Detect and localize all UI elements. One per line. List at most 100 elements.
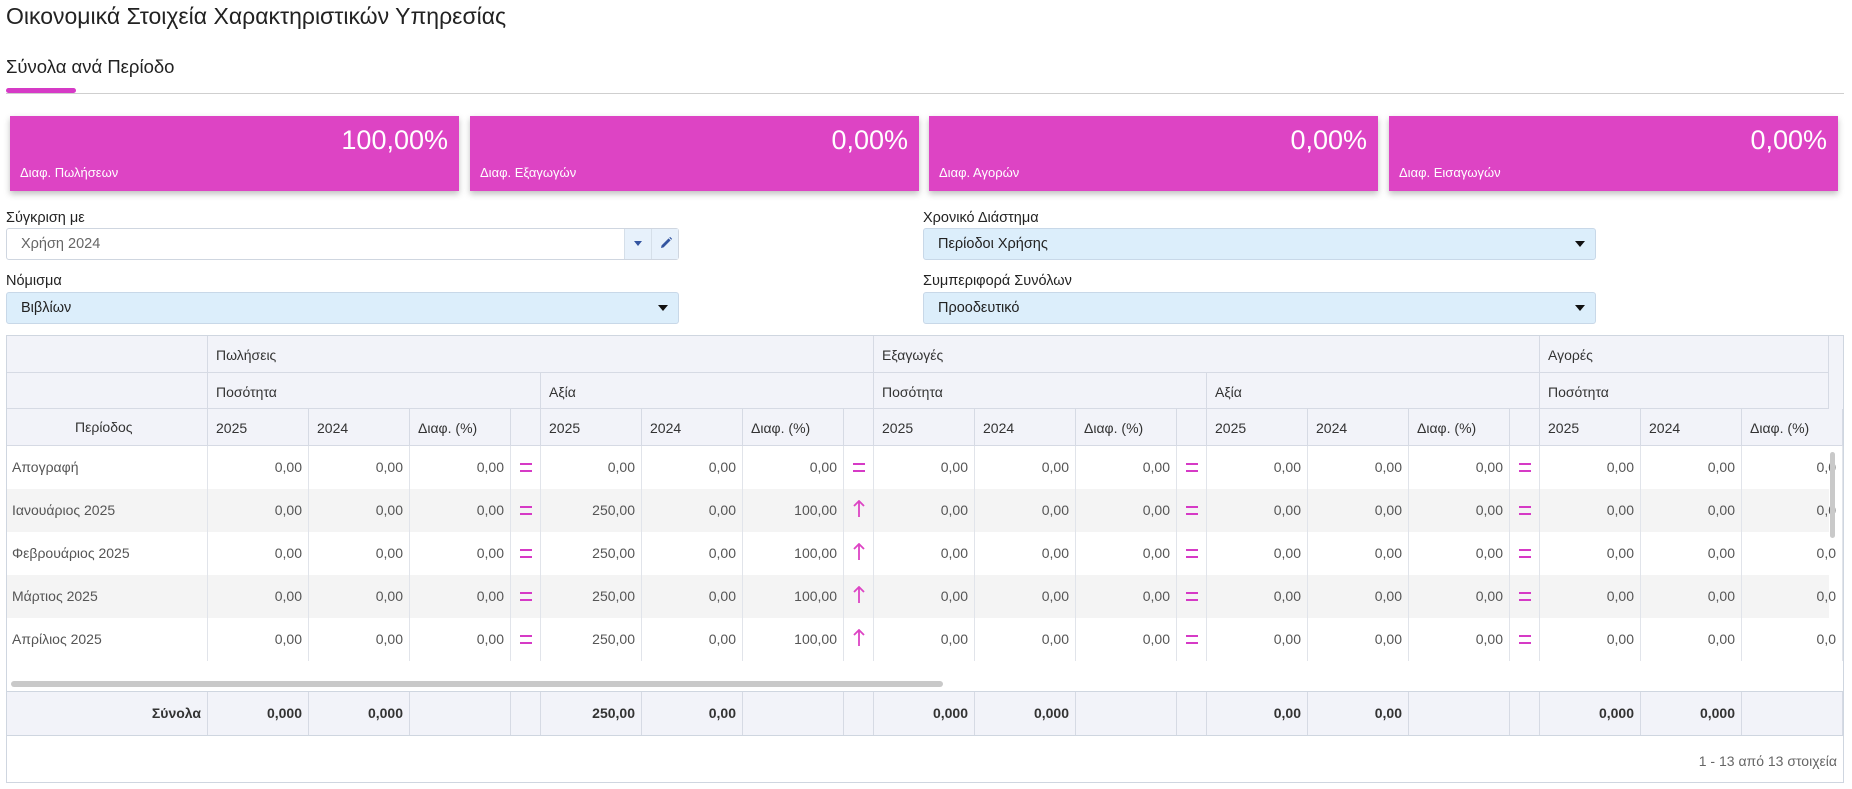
column-header-text: 2024 bbox=[650, 420, 682, 436]
value-text: 100,00 bbox=[794, 631, 837, 647]
vertical-scrollbar[interactable] bbox=[1830, 452, 1835, 538]
period-label: Χρονικό Διάστημα bbox=[923, 210, 1039, 226]
equal-icon bbox=[520, 506, 532, 515]
column-header: 2024 bbox=[1641, 409, 1742, 446]
value-cell: 0,00 bbox=[1076, 532, 1177, 575]
compare-edit-button[interactable] bbox=[651, 229, 678, 259]
equal-icon bbox=[1186, 549, 1198, 558]
value-cell: 0,00 bbox=[874, 575, 975, 618]
value-text: 0,00 bbox=[1273, 588, 1301, 604]
total-cell: 0,000 bbox=[1641, 692, 1742, 735]
total-text: 250,00 bbox=[592, 705, 635, 721]
column-header: 2024 bbox=[642, 409, 743, 446]
value-cell: 100,00 bbox=[743, 618, 844, 661]
value-cell: 0,00 bbox=[1409, 446, 1510, 489]
table-row[interactable]: Φεβρουάριος 2025 0,00 0,00 0,00 250,00 0,00 10… bbox=[7, 532, 1843, 575]
period-select[interactable]: Περίοδοι Χρήσης bbox=[923, 228, 1596, 260]
value-text: 0,00 bbox=[1606, 588, 1634, 604]
group-header-text: Πωλήσεις bbox=[216, 347, 277, 363]
value-text: 250,00 bbox=[592, 545, 635, 561]
value-cell: 0,00 bbox=[1076, 575, 1177, 618]
value-text: 0,00 bbox=[1374, 545, 1402, 561]
table-row[interactable]: Ιανουάριος 2025 0,00 0,00 0,00 250,00 0,00 100… bbox=[7, 489, 1843, 532]
totals-behavior-select[interactable]: Προοδευτικό bbox=[923, 292, 1596, 324]
value-cell: 0,00 bbox=[642, 532, 743, 575]
column-header-text: 2025 bbox=[882, 420, 914, 436]
total-text: 0,000 bbox=[1033, 705, 1069, 721]
equal-icon bbox=[520, 635, 532, 644]
indicator-cell bbox=[511, 489, 541, 532]
card-label: Διαφ. Αγορών bbox=[939, 165, 1020, 180]
value-cell: 0,00 bbox=[208, 618, 309, 661]
currency-select[interactable]: Βιβλίων bbox=[6, 292, 679, 324]
compare-combobox[interactable]: Χρήση 2024 bbox=[6, 228, 679, 260]
value-text: 0,00 bbox=[476, 459, 504, 475]
total-cell bbox=[1742, 692, 1843, 735]
data-grid: Περίοδος Πωλήσεις Εξαγωγές Αγορές Ποσότητα Αξ… bbox=[6, 335, 1844, 783]
indicator-cell bbox=[1510, 532, 1540, 575]
column-header-text: Διαφ. (%) bbox=[1084, 420, 1144, 436]
value-text: 250,00 bbox=[592, 502, 635, 518]
value-cell: 0,00 bbox=[874, 532, 975, 575]
value-text: 0,00 bbox=[708, 588, 736, 604]
value-cell: 0,00 bbox=[1540, 532, 1641, 575]
total-cell: 0,000 bbox=[309, 692, 410, 735]
indicator-cell bbox=[1177, 489, 1207, 532]
value-text: 250,00 bbox=[592, 631, 635, 647]
tab-totals-per-period[interactable]: Σύνολα ανά Περίοδο bbox=[6, 56, 175, 77]
indicator-header bbox=[844, 409, 874, 446]
equal-icon bbox=[520, 549, 532, 558]
value-cell: 0,00 bbox=[1540, 618, 1641, 661]
column-header: 2024 bbox=[975, 409, 1076, 446]
column-header-text: Διαφ. (%) bbox=[1417, 420, 1477, 436]
value-cell: 0,00 bbox=[1308, 575, 1409, 618]
table-row[interactable]: Απογραφή 0,00 0,00 0,00 0,00 0,00 0,00 0,00 0,00… bbox=[7, 446, 1843, 489]
total-cell: 0,000 bbox=[874, 692, 975, 735]
subgroup-header: Ποσότητα bbox=[874, 373, 1207, 409]
subgroup-header: Ποσότητα bbox=[1540, 373, 1829, 409]
group-header-text: Αγορές bbox=[1548, 347, 1593, 363]
value-cell: 100,00 bbox=[743, 489, 844, 532]
compare-value: Χρήση 2024 bbox=[21, 236, 101, 252]
value-text: 0,00 bbox=[1142, 545, 1170, 561]
total-text: 0,00 bbox=[1273, 705, 1301, 721]
equal-icon bbox=[1186, 635, 1198, 644]
column-header: Διαφ. (%) bbox=[743, 409, 844, 446]
period-cell: Ιανουάριος 2025 bbox=[7, 489, 208, 532]
value-cell: 0,00 bbox=[1308, 446, 1409, 489]
total-text: 0,000 bbox=[932, 705, 968, 721]
value-cell: 0,00 bbox=[1540, 446, 1641, 489]
indicator-cell bbox=[511, 618, 541, 661]
value-text: 0,00 bbox=[940, 502, 968, 518]
total-cell: 0,00 bbox=[642, 692, 743, 735]
value-cell: 0,00 bbox=[1308, 618, 1409, 661]
value-cell: 250,00 bbox=[541, 575, 642, 618]
column-header: Διαφ. (%) bbox=[410, 409, 511, 446]
value-cell: 0,00 bbox=[309, 532, 410, 575]
horizontal-scrollbar[interactable] bbox=[11, 681, 943, 687]
value-cell: 0,0 bbox=[1742, 489, 1843, 532]
column-header: 2025 bbox=[208, 409, 309, 446]
value-cell: 0,00 bbox=[1076, 489, 1177, 532]
column-header-text: 2025 bbox=[549, 420, 581, 436]
compare-dropdown-button[interactable] bbox=[624, 229, 651, 259]
table-row[interactable]: Μάρτιος 2025 0,00 0,00 0,00 250,00 0,00 100,00… bbox=[7, 575, 1843, 618]
totals-label: Σύνολα bbox=[7, 692, 208, 735]
period-cell: Μάρτιος 2025 bbox=[7, 575, 208, 618]
total-cell: 0,00 bbox=[1308, 692, 1409, 735]
value-text: 0,00 bbox=[476, 502, 504, 518]
value-cell: 0,00 bbox=[743, 446, 844, 489]
subgroup-header-text: Ποσότητα bbox=[882, 384, 943, 400]
table-row[interactable]: Απρίλιος 2025 0,00 0,00 0,00 250,00 0,00 100,0… bbox=[7, 618, 1843, 661]
period-header-blank-1 bbox=[7, 336, 208, 373]
column-header-text: 2024 bbox=[1316, 420, 1348, 436]
period-header-text: Περίοδος bbox=[75, 419, 133, 435]
value-text: 0,00 bbox=[708, 545, 736, 561]
column-header-text: 2024 bbox=[983, 420, 1015, 436]
indicator-cell bbox=[1510, 489, 1540, 532]
period-value: Περίοδοι Χρήσης bbox=[938, 236, 1048, 252]
value-text: 0,00 bbox=[1374, 459, 1402, 475]
value-cell: 250,00 bbox=[541, 532, 642, 575]
subgroup-header-text: Αξία bbox=[1215, 384, 1242, 400]
value-cell: 0,00 bbox=[1641, 489, 1742, 532]
